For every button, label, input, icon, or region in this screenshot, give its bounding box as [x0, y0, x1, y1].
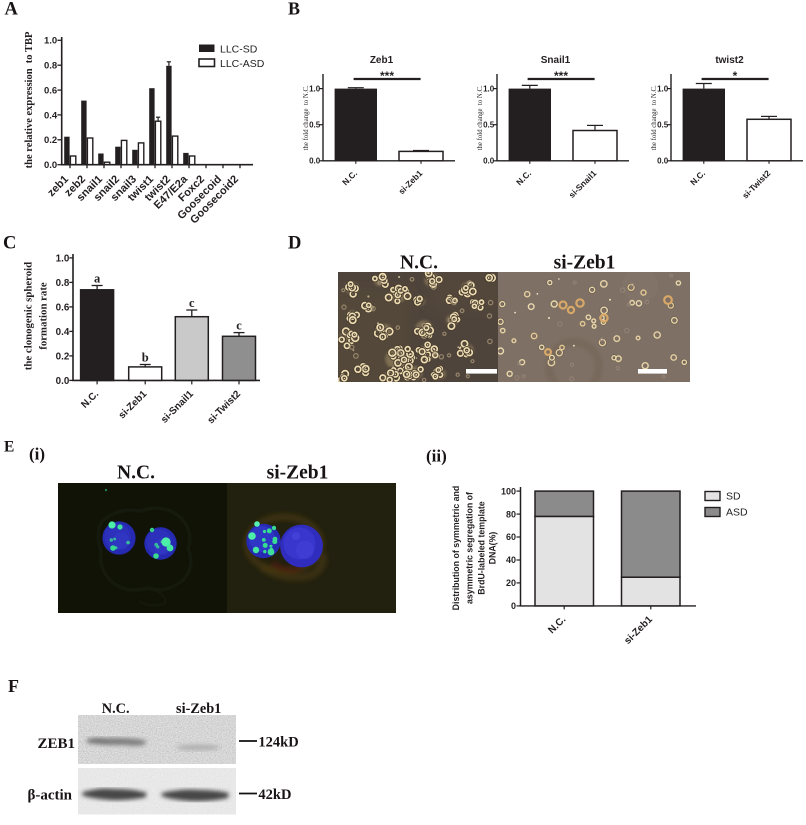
svg-text:0.8: 0.8	[56, 278, 70, 289]
svg-text:DNA(%): DNA(%)	[488, 532, 498, 565]
svg-text:si-Zeb1: si-Zeb1	[267, 463, 329, 484]
svg-text:ZEB1: ZEB1	[37, 736, 75, 752]
svg-text:asymmetric segregation of: asymmetric segregation of	[464, 492, 474, 604]
svg-text:124kD: 124kD	[258, 734, 298, 750]
svg-text:c: c	[189, 296, 195, 310]
svg-text:0.0: 0.0	[56, 376, 70, 387]
svg-text:si-Zeb1: si-Zeb1	[554, 253, 616, 274]
svg-text:0.6: 0.6	[56, 302, 70, 313]
svg-text:Snail1: Snail1	[541, 55, 571, 66]
svg-text:formation rate: formation rate	[38, 282, 50, 350]
svg-text:C: C	[3, 233, 16, 253]
svg-text:the fold change to N.C.: the fold change to N.C.	[303, 85, 310, 150]
svg-text:N.C.: N.C.	[102, 701, 130, 717]
svg-text:1.0: 1.0	[483, 84, 495, 93]
svg-text:the clonogenic spheroid: the clonogenic spheroid	[23, 262, 35, 370]
svg-text:*: *	[733, 69, 738, 83]
svg-text:N.C.: N.C.	[117, 463, 155, 484]
svg-text:Zeb1: Zeb1	[370, 55, 394, 66]
svg-text:60: 60	[506, 532, 516, 542]
svg-text:0.5: 0.5	[309, 121, 321, 130]
svg-text:ASD: ASD	[726, 507, 748, 519]
svg-text:0.0: 0.0	[483, 157, 495, 166]
svg-text:1.0: 1.0	[657, 84, 669, 93]
svg-text:20: 20	[506, 578, 516, 588]
svg-text:0.4: 0.4	[56, 327, 70, 338]
svg-text:0: 0	[511, 601, 516, 611]
svg-text:b: b	[142, 351, 149, 365]
svg-text:B: B	[288, 0, 300, 19]
svg-text:0.4: 0.4	[44, 110, 58, 121]
svg-text:si-Zeb1: si-Zeb1	[176, 701, 221, 717]
svg-text:F: F	[8, 676, 19, 696]
svg-text:a: a	[94, 272, 101, 286]
svg-text:0.0: 0.0	[44, 160, 57, 171]
svg-text:E: E	[4, 439, 14, 456]
svg-text:0.2: 0.2	[56, 351, 70, 362]
svg-text:42kD: 42kD	[258, 787, 291, 803]
svg-text:0.0: 0.0	[657, 157, 669, 166]
svg-text:twist2: twist2	[715, 55, 744, 66]
svg-text:0.2: 0.2	[44, 135, 57, 146]
svg-text:(ii): (ii)	[426, 447, 447, 466]
svg-text:***: ***	[554, 69, 568, 83]
svg-text:1.0: 1.0	[44, 36, 57, 47]
svg-text:A: A	[5, 0, 19, 20]
svg-text:N.C.: N.C.	[400, 253, 438, 274]
svg-text:β-actin: β-actin	[27, 788, 72, 804]
svg-text:the fold change to N.C.: the fold change to N.C.	[477, 85, 484, 150]
svg-text:c: c	[236, 319, 242, 333]
svg-text:LLC-ASD: LLC-ASD	[220, 58, 265, 70]
svg-text:0.5: 0.5	[657, 121, 669, 130]
svg-text:(i): (i)	[29, 445, 45, 464]
svg-text:80: 80	[506, 509, 516, 519]
svg-text:0.8: 0.8	[44, 61, 57, 72]
svg-text:BrdU-labeled template: BrdU-labeled template	[477, 501, 487, 594]
svg-text:the fold change to N.C.: the fold change to N.C.	[651, 85, 658, 150]
svg-text:SD: SD	[726, 491, 741, 503]
svg-text:the relative expression to TB: the relative expression to TBP	[24, 31, 35, 168]
svg-text:LLC-SD: LLC-SD	[220, 44, 258, 56]
svg-text:1.0: 1.0	[309, 84, 321, 93]
svg-text:D: D	[288, 233, 301, 253]
svg-text:1.0: 1.0	[56, 253, 70, 264]
svg-text:0.0: 0.0	[309, 157, 321, 166]
svg-text:0.5: 0.5	[483, 121, 495, 130]
svg-text:40: 40	[506, 555, 516, 565]
svg-text:Distribution of symmetric and: Distribution of symmetric and	[451, 486, 461, 611]
svg-text:***: ***	[380, 69, 394, 83]
svg-text:100: 100	[501, 486, 516, 496]
svg-text:0.6: 0.6	[44, 86, 57, 97]
